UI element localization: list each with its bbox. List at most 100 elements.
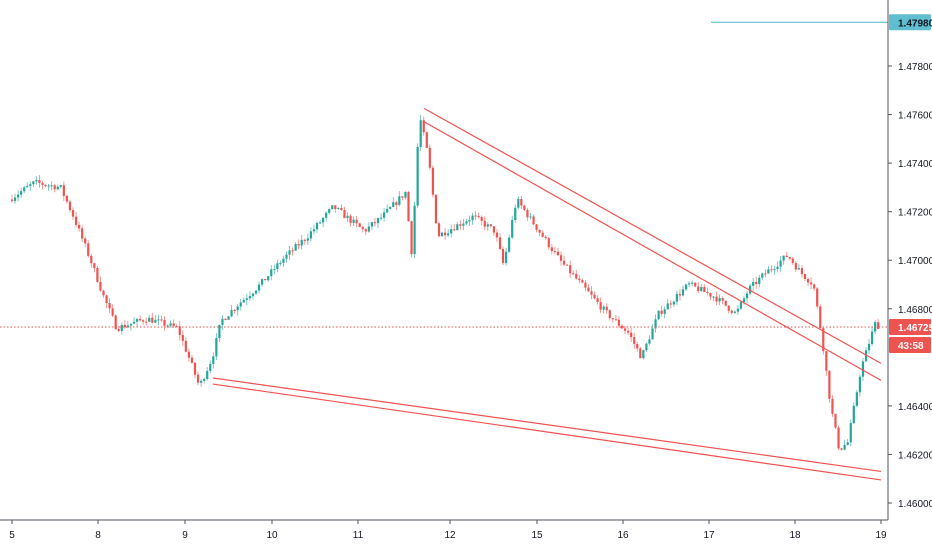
- candle-body: [855, 392, 858, 406]
- candle-body: [486, 224, 489, 227]
- candle: [163, 316, 166, 331]
- candle: [328, 208, 331, 215]
- y-tick-label: 1.47600: [898, 111, 932, 122]
- candle: [178, 321, 181, 341]
- candle: [440, 231, 444, 237]
- candle-body: [163, 319, 166, 326]
- alert-price-label-bg: [889, 14, 931, 31]
- candle: [35, 176, 38, 185]
- candle: [352, 216, 355, 227]
- candle: [337, 207, 340, 211]
- candle-body: [468, 220, 471, 222]
- candle-body: [767, 269, 770, 274]
- candle-body: [727, 305, 730, 311]
- candle: [13, 193, 17, 204]
- candle: [797, 263, 800, 270]
- candle-body: [828, 370, 831, 399]
- candle: [264, 279, 267, 281]
- x-tick-label: 10: [266, 530, 278, 541]
- candle: [608, 309, 611, 321]
- candle-body: [794, 263, 797, 270]
- x-tick-label: 9: [182, 530, 188, 541]
- candle-body: [422, 120, 425, 133]
- trendlines-group[interactable]: [212, 107, 882, 481]
- candle: [639, 346, 642, 359]
- candle-body: [233, 309, 236, 311]
- candle-body: [309, 231, 312, 239]
- x-tick-label: 8: [95, 530, 101, 541]
- candle: [590, 286, 593, 300]
- candle-body: [703, 287, 706, 292]
- candle-body: [355, 219, 358, 224]
- candle-body: [230, 309, 233, 317]
- candle-body: [251, 293, 255, 297]
- candle-body: [23, 187, 26, 192]
- candle: [529, 213, 532, 220]
- candle: [105, 294, 108, 308]
- candle-body: [648, 339, 651, 344]
- candle: [81, 225, 84, 243]
- candle-body: [47, 185, 50, 187]
- candle: [248, 291, 251, 302]
- candle: [678, 289, 682, 301]
- candle-body: [440, 232, 444, 237]
- candle: [428, 144, 431, 170]
- candle-body: [26, 186, 29, 188]
- candle-body: [193, 362, 197, 375]
- trendline-lower-1[interactable]: [212, 377, 882, 473]
- candle: [840, 448, 843, 451]
- candle: [572, 270, 575, 276]
- candle-body: [480, 217, 483, 221]
- candle-body: [505, 251, 508, 263]
- candle: [401, 196, 404, 201]
- trendline-lower-2[interactable]: [212, 383, 882, 481]
- candle: [846, 438, 849, 446]
- candle: [764, 269, 767, 278]
- candle-body: [541, 232, 544, 237]
- candle: [834, 413, 837, 429]
- candle: [492, 226, 495, 236]
- candle-body: [788, 257, 791, 259]
- candle: [828, 370, 831, 403]
- candle-body: [651, 328, 654, 340]
- candle: [187, 348, 190, 362]
- candle-body: [221, 318, 224, 325]
- candle: [806, 277, 810, 287]
- candle-body: [364, 229, 367, 232]
- candle-body: [816, 288, 819, 307]
- trendline-upper-2[interactable]: [423, 121, 882, 381]
- candle: [803, 273, 807, 282]
- candle: [206, 367, 209, 381]
- candle: [782, 255, 785, 265]
- candle: [858, 374, 861, 397]
- candle: [447, 229, 450, 237]
- candle: [276, 259, 279, 273]
- candle: [501, 246, 505, 265]
- candle: [712, 295, 715, 302]
- candle: [855, 389, 858, 408]
- candle: [340, 204, 343, 211]
- candle: [142, 319, 145, 325]
- candle-body: [276, 263, 279, 270]
- candle: [544, 235, 547, 240]
- candle-body: [407, 191, 410, 222]
- candle-body: [639, 348, 642, 359]
- candle: [721, 296, 724, 305]
- candle-body: [145, 321, 148, 323]
- candle: [736, 304, 739, 316]
- candle-body: [773, 268, 776, 270]
- candle-body: [511, 219, 514, 238]
- candle: [556, 247, 560, 256]
- trendline-upper-1[interactable]: [423, 107, 882, 364]
- candle: [279, 260, 282, 266]
- candle-body: [520, 198, 523, 206]
- candle-body: [477, 216, 480, 218]
- candle-body: [175, 326, 178, 328]
- y-tick-label: 1.47000: [898, 256, 932, 267]
- candle: [209, 360, 212, 374]
- candle-body: [834, 413, 837, 428]
- candle-body: [681, 289, 685, 296]
- candle: [819, 304, 822, 330]
